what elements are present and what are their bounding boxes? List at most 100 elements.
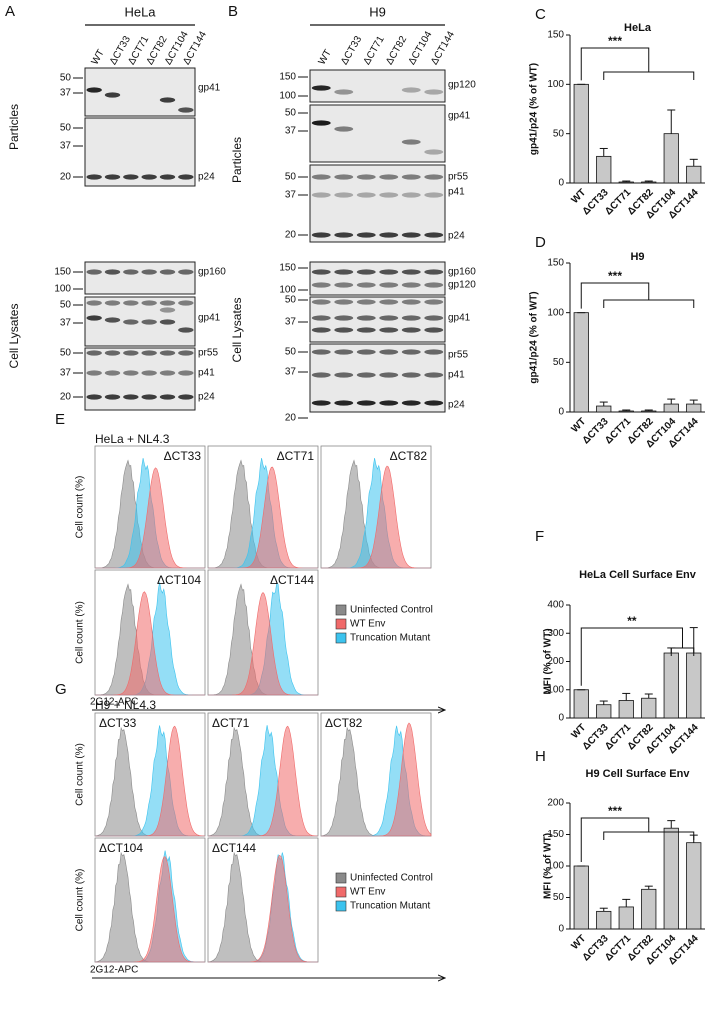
band <box>424 327 444 333</box>
bar <box>663 403 679 413</box>
x-tick-label: WT <box>569 933 588 952</box>
panel-label: A <box>5 3 15 20</box>
band <box>123 370 139 376</box>
band <box>356 299 376 305</box>
band <box>401 269 421 275</box>
band <box>401 315 421 321</box>
marker-label: 50 <box>285 172 297 183</box>
blot-strip <box>309 69 446 103</box>
significance-label: *** <box>608 269 622 283</box>
y-tick-label: 300 <box>547 628 564 639</box>
legend-swatch <box>335 886 347 898</box>
bar <box>686 403 702 413</box>
band <box>123 269 139 275</box>
y-axis-label: gp41/p24 (% of WT) <box>529 63 540 155</box>
bar <box>573 689 589 719</box>
band <box>356 269 376 275</box>
error-bar <box>667 398 676 405</box>
bar <box>641 888 657 930</box>
y-tick-label: 50 <box>553 357 565 368</box>
band <box>104 269 121 275</box>
panel-label: H <box>535 748 546 765</box>
significance-bracket <box>580 817 695 862</box>
histogram <box>95 856 205 963</box>
band <box>311 372 331 378</box>
band <box>379 372 399 378</box>
marker-label: 37 <box>60 368 72 379</box>
band <box>356 192 376 198</box>
bar <box>618 700 634 719</box>
histogram-frame <box>94 837 206 963</box>
error-bar <box>644 180 653 183</box>
band <box>159 174 176 180</box>
y-tick-label: 150 <box>547 30 564 41</box>
band <box>356 282 376 288</box>
band <box>424 269 444 275</box>
marker-label: 37 <box>285 126 297 137</box>
blot-strip <box>84 296 196 347</box>
protein-label: p41 <box>448 370 465 381</box>
error-bar <box>644 693 653 699</box>
plot-title: ΔCT71 <box>277 449 315 463</box>
band <box>178 300 194 306</box>
panel-label: B <box>228 3 238 20</box>
y-tick-label: 150 <box>547 829 564 840</box>
marker-label: 37 <box>60 88 72 99</box>
error-bar <box>622 898 631 907</box>
histogram <box>208 466 318 569</box>
protein-label: pr55 <box>448 350 468 361</box>
band <box>311 327 331 333</box>
band <box>401 282 421 288</box>
legend-swatch <box>335 618 347 630</box>
blot-strip <box>84 261 196 295</box>
marker-label: 50 <box>60 73 72 84</box>
marker-label: 50 <box>285 108 297 119</box>
band <box>159 97 176 103</box>
band <box>334 174 354 180</box>
group-label: Particles <box>230 137 244 183</box>
band <box>311 315 331 321</box>
legend-swatch <box>335 900 347 912</box>
group-label: Cell Lysates <box>230 298 244 363</box>
chart-title: H9 Cell Surface Env <box>586 768 691 780</box>
x-axis-label: 2G12-APC <box>90 697 138 708</box>
marker-label: 20 <box>60 392 72 403</box>
error-bar <box>667 109 676 134</box>
band <box>401 349 421 355</box>
lane-label: WT <box>90 48 107 67</box>
band <box>356 174 376 180</box>
band <box>104 394 121 400</box>
y-tick-label: 100 <box>547 79 564 90</box>
marker-label: 20 <box>285 230 297 241</box>
bar <box>641 410 657 413</box>
band <box>334 372 354 378</box>
band <box>334 327 354 333</box>
band <box>401 174 421 180</box>
plot-title: ΔCT71 <box>212 716 250 730</box>
band <box>379 192 399 198</box>
protein-label: gp41 <box>448 111 471 122</box>
protein-label: gp120 <box>448 80 476 91</box>
error-bar <box>622 692 631 701</box>
error-bar <box>689 158 698 167</box>
bar <box>618 410 634 413</box>
bar <box>596 405 612 413</box>
band <box>86 269 102 275</box>
legend-swatch <box>335 604 347 616</box>
band <box>379 232 399 238</box>
band <box>311 299 331 305</box>
y-axis-label: MFI (% of WT) <box>543 833 554 899</box>
band <box>311 232 331 238</box>
marker-label: 100 <box>279 285 296 296</box>
protein-label: p24 <box>448 400 465 411</box>
band <box>334 126 354 132</box>
histogram <box>208 854 318 963</box>
significance-bracket <box>580 282 695 309</box>
plot-title: ΔCT104 <box>157 573 201 587</box>
y-axis-label: gp41/p24 (% of WT) <box>529 291 540 383</box>
band <box>123 300 139 306</box>
error-bar <box>689 399 698 405</box>
band <box>401 299 421 305</box>
chart-title: H9 <box>630 251 644 263</box>
y-axis-label: Cell count (%) <box>75 869 86 932</box>
